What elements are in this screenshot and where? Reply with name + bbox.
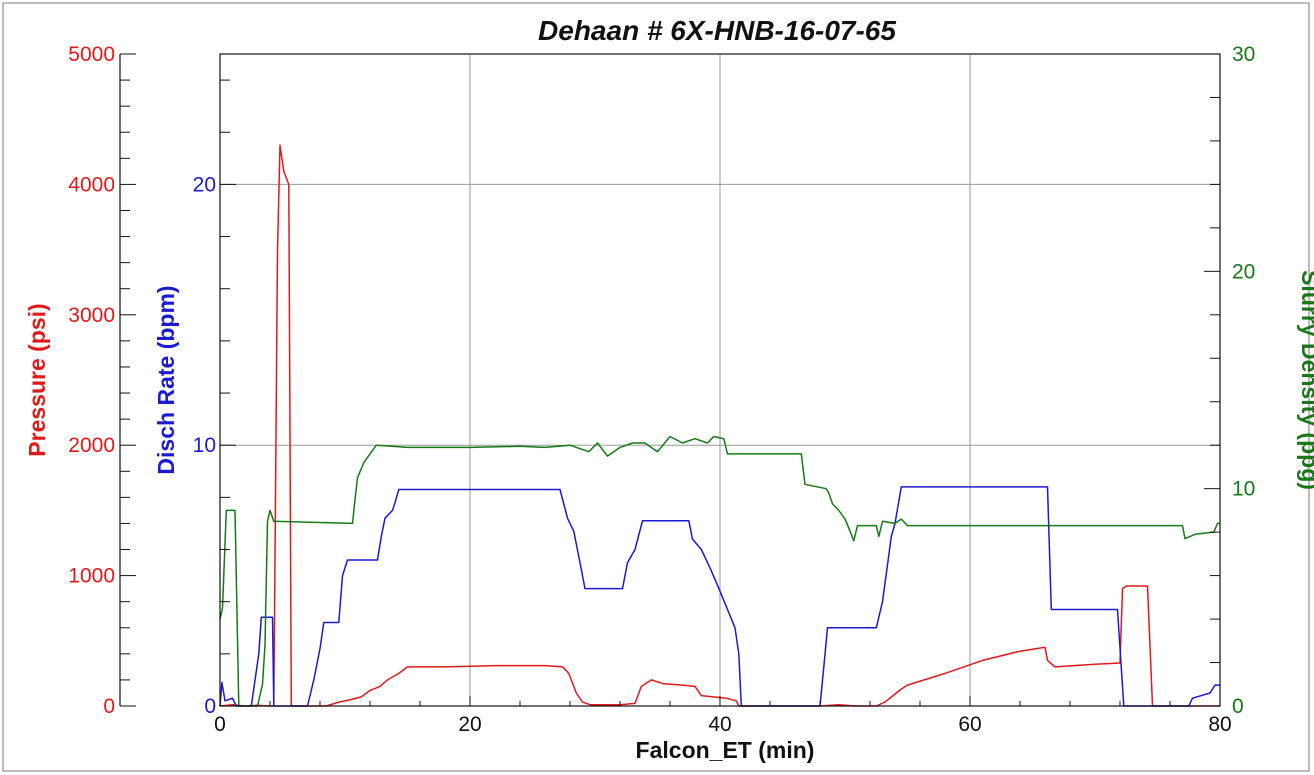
density-tick-label: 20: [1232, 260, 1255, 283]
x-tick-label: 80: [1208, 713, 1231, 736]
density-tick-label: 0: [1232, 695, 1244, 718]
rate-axis-title: Disch Rate (bpm): [153, 285, 179, 474]
pressure-tick-label: 0: [103, 695, 115, 718]
rate-tick-label: 0: [204, 695, 216, 718]
x-tick-label: 20: [458, 713, 481, 736]
x-axis-title: Falcon_ET (min): [636, 737, 815, 763]
rate-tick-label: 20: [193, 173, 216, 196]
density-tick-label: 10: [1232, 478, 1255, 501]
pressure-tick-label: 3000: [68, 304, 115, 327]
x-tick-label: 60: [958, 713, 981, 736]
density-axis-title: Slurry Density (ppg): [1297, 270, 1314, 490]
pressure-tick-label: 1000: [68, 565, 115, 588]
x-tick-label: 40: [708, 713, 731, 736]
pressure-axis-title: Pressure (psi): [24, 303, 50, 456]
density-tick-label: 30: [1232, 43, 1255, 66]
pressure-tick-label: 5000: [68, 43, 115, 66]
axes-group: 0 20 40 60 800100020003000400050000102001020…: [68, 43, 1255, 736]
pressure-tick-label: 4000: [68, 173, 115, 196]
density-series-line: [219, 435, 1220, 707]
x-tick-label: 0: [214, 713, 226, 736]
rate-tick-label: 10: [193, 434, 216, 457]
chart-title: Dehaan # 6X-HNB-16-07-65: [538, 15, 896, 46]
pressure-series-line: [219, 144, 1220, 707]
grid-lines: [220, 54, 1220, 706]
pressure-tick-label: 2000: [68, 434, 115, 457]
